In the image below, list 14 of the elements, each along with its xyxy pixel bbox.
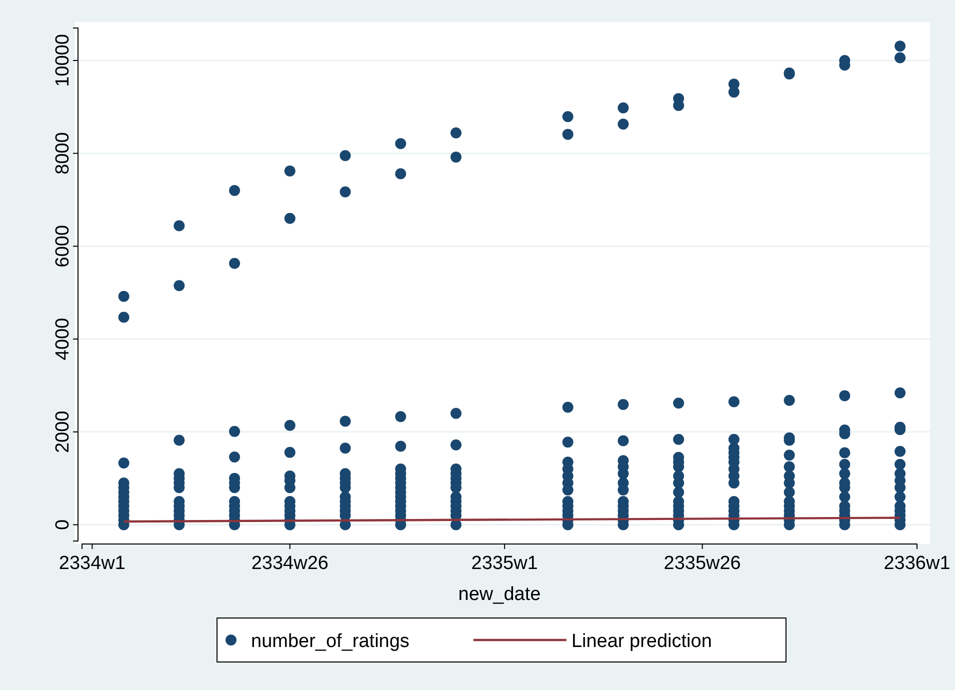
y-tick-label: 4000 bbox=[52, 318, 74, 360]
legend-label: Linear prediction bbox=[571, 631, 712, 652]
legend-label: number_of_ratings bbox=[251, 631, 410, 652]
x-tick-label: 2336w1 bbox=[884, 553, 950, 574]
x-tick-label: 2334w1 bbox=[58, 553, 126, 574]
y-tick-label: 2000 bbox=[52, 410, 74, 454]
x-tick-label: 2335w26 bbox=[664, 553, 741, 574]
x-tick-label: 2334w26 bbox=[251, 553, 328, 574]
x-tick-label: 2335w1 bbox=[471, 553, 538, 574]
y-tick-label: 0 bbox=[52, 519, 74, 530]
y-tick-label: 10000 bbox=[52, 34, 74, 87]
x-axis-title: new_date bbox=[458, 584, 541, 605]
y-tick-label: 6000 bbox=[52, 225, 74, 268]
y-tick-label: 8000 bbox=[52, 132, 74, 174]
